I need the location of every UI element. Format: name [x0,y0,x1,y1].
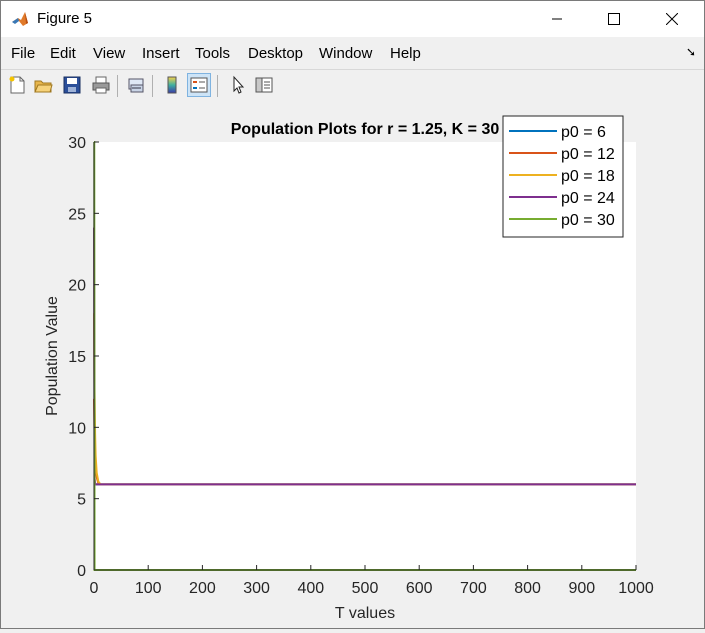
y-tick-label: 15 [68,349,86,366]
x-tick-label: 200 [189,580,216,597]
new-figure-button[interactable] [5,73,29,97]
open-file-button[interactable] [31,73,55,97]
menu-tools[interactable]: Tools [195,45,231,62]
toolbar-separator [152,75,153,97]
x-tick-label: 100 [135,580,162,597]
minimize-button[interactable] [534,1,580,37]
y-tick-label: 0 [77,563,86,580]
menu-desktop[interactable]: Desktop [248,45,304,62]
print-icon [92,76,110,94]
close-icon [666,13,678,25]
x-tick-label: 600 [406,580,433,597]
y-tick-label: 25 [68,206,86,223]
window-title: Figure 5 [37,10,93,27]
figure-canvas: 0 100 200 300 400 500 600 700 800 900 1000 0 5 10 15 20… [1,102,704,628]
y-axis-label: Population Value [44,296,61,416]
x-tick-label: 1000 [618,580,654,597]
edit-plot-button[interactable] [226,73,250,97]
insert-colorbar-icon [167,76,177,94]
menu-help[interactable]: Help [390,45,421,62]
x-tick-label: 0 [90,580,99,597]
figure-toolbar [1,69,704,103]
menu-insert[interactable]: Insert [142,45,180,62]
menu-edit[interactable]: Edit [50,45,76,62]
insert-legend-button[interactable] [187,73,211,97]
legend-entry-label: p0 = 18 [561,168,615,185]
y-tick-label: 10 [68,420,86,437]
close-button[interactable] [649,1,695,37]
menu-bar: File Edit View Insert Tools Desktop Wind… [1,41,704,65]
print-button[interactable] [89,73,113,97]
maximize-icon [608,13,620,25]
save-button[interactable] [60,73,84,97]
toolbar-separator [217,75,218,97]
plot-svg: 0 100 200 300 400 500 600 700 800 900 1000 0 5 10 15 20… [44,115,654,622]
maximize-button[interactable] [591,1,637,37]
y-tick-label: 30 [68,135,86,152]
new-figure-icon [9,76,25,94]
save-icon [63,76,81,94]
x-tick-label: 900 [568,580,595,597]
dock-arrow-icon[interactable]: ➘ [685,45,696,59]
menu-view[interactable]: View [93,45,126,62]
legend-entry-label: p0 = 24 [561,190,615,207]
menu-window[interactable]: Window [319,45,373,62]
chart-title: Population Plots for r = 1.25, K = 30 [231,121,500,138]
x-tick-label: 800 [514,580,541,597]
legend-box [502,115,624,238]
toolbar-separator [117,75,118,97]
link-plot-button[interactable] [124,73,148,97]
property-inspector-icon [255,77,273,93]
edit-plot-pointer-icon [233,75,245,94]
y-tick-label: 5 [77,492,86,509]
link-plot-icon [128,78,144,93]
property-inspector-button[interactable] [252,73,276,97]
open-file-icon [34,80,53,93]
title-bar[interactable]: Figure 5 [1,1,704,37]
x-axis-label: T values [335,605,395,622]
y-tick-label: 20 [68,278,86,295]
legend[interactable]: p0 = 6 p0 = 12 p0 = 18 p0 = 24 p0 = 30 [502,115,624,238]
legend-entry-label: p0 = 30 [561,212,615,229]
legend-entry-label: p0 = 12 [561,146,615,163]
x-tick-label: 300 [243,580,270,597]
minimize-icon [552,18,562,20]
menu-file[interactable]: File [11,45,36,62]
legend-entry-label: p0 = 6 [561,124,606,141]
insert-legend-icon [190,77,208,93]
x-tick-label: 500 [352,580,379,597]
matlab-logo-icon [10,9,30,29]
x-tick-label: 400 [297,580,324,597]
insert-colorbar-button[interactable] [160,73,184,97]
x-tick-label: 700 [460,580,487,597]
